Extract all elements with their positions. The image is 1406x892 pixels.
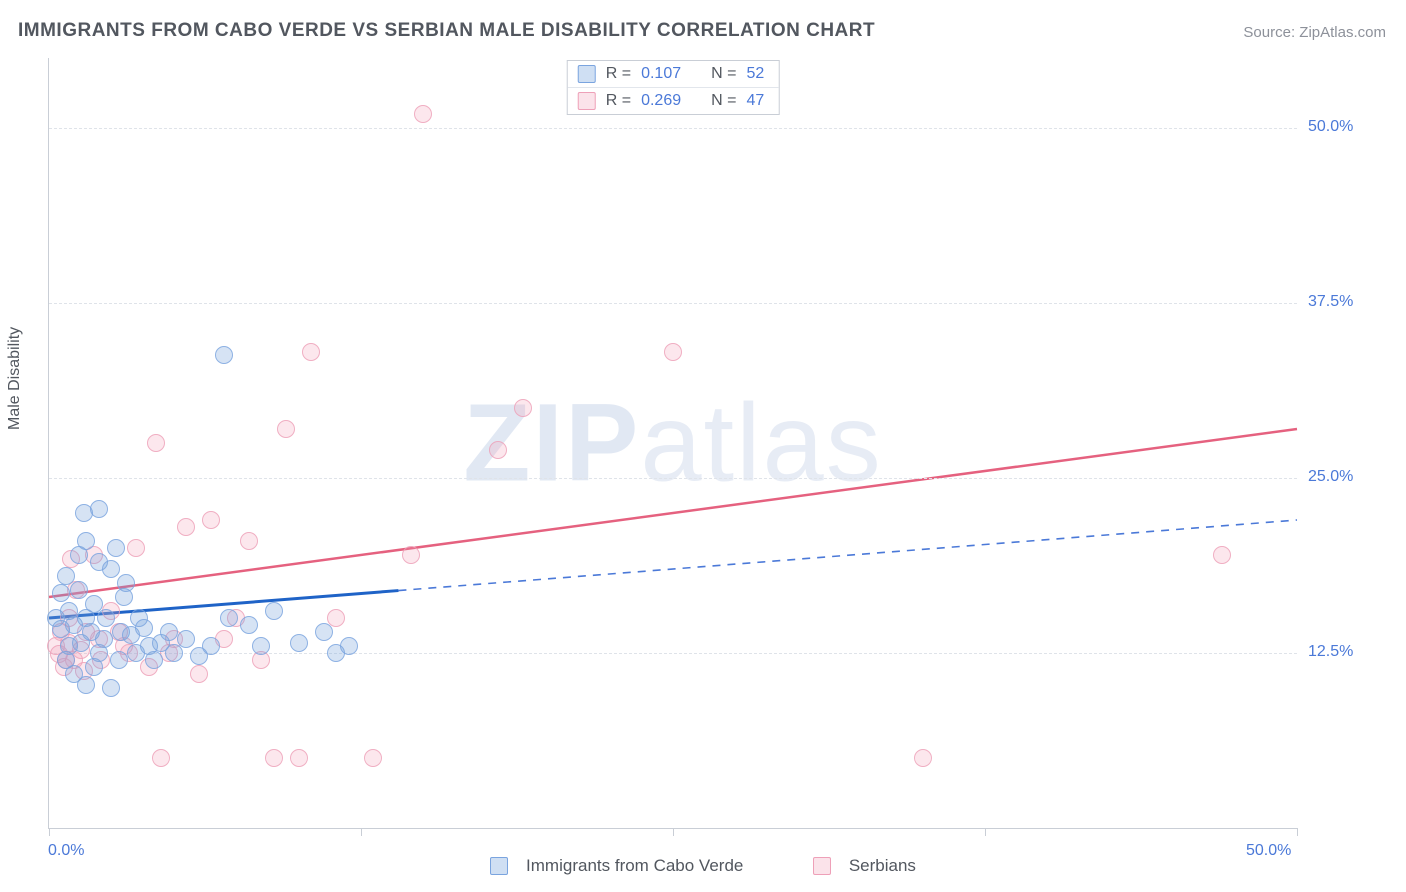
series-label: Immigrants from Cabo Verde (526, 856, 743, 875)
trend-line (49, 429, 1297, 597)
data-point (77, 676, 95, 694)
x-tick (361, 828, 362, 836)
data-point (290, 749, 308, 767)
scatter-plot-area: ZIPatlas R = 0.107 N = 52 R = 0.269 N = … (48, 58, 1297, 829)
data-point (240, 616, 258, 634)
data-point (220, 609, 238, 627)
data-point (277, 420, 295, 438)
gridline (49, 653, 1297, 654)
y-tick-label: 50.0% (1308, 118, 1353, 136)
data-point (202, 637, 220, 655)
data-point (514, 399, 532, 417)
data-point (90, 500, 108, 518)
trend-lines-layer (49, 58, 1297, 828)
r-value: 0.107 (641, 65, 681, 83)
gridline (49, 303, 1297, 304)
n-label: N = (711, 65, 736, 83)
correlation-legend: R = 0.107 N = 52 R = 0.269 N = 47 (567, 60, 780, 115)
data-point (265, 749, 283, 767)
data-point (914, 749, 932, 767)
x-tick (49, 828, 50, 836)
data-point (402, 546, 420, 564)
data-point (215, 346, 233, 364)
swatch-icon (578, 65, 596, 83)
y-tick-label: 25.0% (1308, 468, 1353, 486)
data-point (77, 532, 95, 550)
series-label: Serbians (849, 856, 916, 875)
data-point (202, 511, 220, 529)
legend-row: R = 0.269 N = 47 (568, 87, 779, 114)
n-value: 47 (746, 92, 764, 110)
x-tick (1297, 828, 1298, 836)
gridline (49, 478, 1297, 479)
source-prefix: Source: (1243, 24, 1299, 41)
data-point (265, 602, 283, 620)
source-name: ZipAtlas.com (1299, 24, 1386, 41)
data-point (52, 584, 70, 602)
data-point (135, 619, 153, 637)
n-label: N = (711, 92, 736, 110)
data-point (102, 679, 120, 697)
data-point (165, 644, 183, 662)
data-point (177, 518, 195, 536)
data-point (190, 665, 208, 683)
data-point (95, 630, 113, 648)
swatch-icon (578, 92, 596, 110)
gridline (49, 128, 1297, 129)
x-tick-label: 0.0% (48, 842, 84, 860)
data-point (117, 574, 135, 592)
x-tick (673, 828, 674, 836)
legend-row: R = 0.107 N = 52 (568, 61, 779, 87)
data-point (70, 581, 88, 599)
data-point (97, 609, 115, 627)
data-point (240, 532, 258, 550)
y-tick-label: 12.5% (1308, 643, 1353, 661)
data-point (127, 539, 145, 557)
data-point (107, 539, 125, 557)
swatch-icon (813, 857, 831, 875)
data-point (1213, 546, 1231, 564)
chart-title: IMMIGRANTS FROM CABO VERDE VS SERBIAN MA… (18, 20, 875, 42)
x-tick (985, 828, 986, 836)
data-point (152, 749, 170, 767)
data-point (177, 630, 195, 648)
data-point (290, 634, 308, 652)
data-point (315, 623, 333, 641)
data-point (364, 749, 382, 767)
source-attribution: Source: ZipAtlas.com (1243, 24, 1386, 41)
r-value: 0.269 (641, 92, 681, 110)
swatch-icon (490, 857, 508, 875)
n-value: 52 (746, 65, 764, 83)
series-legend: Immigrants from Cabo Verde Serbians (0, 855, 1406, 876)
data-point (145, 651, 163, 669)
data-point (414, 105, 432, 123)
data-point (102, 560, 120, 578)
r-label: R = (606, 65, 631, 83)
r-label: R = (606, 92, 631, 110)
data-point (110, 651, 128, 669)
data-point (252, 637, 270, 655)
x-tick-label: 50.0% (1246, 842, 1291, 860)
data-point (489, 441, 507, 459)
data-point (302, 343, 320, 361)
data-point (160, 623, 178, 641)
data-point (340, 637, 358, 655)
y-axis-label: Male Disability (6, 327, 24, 430)
data-point (664, 343, 682, 361)
data-point (147, 434, 165, 452)
data-point (327, 609, 345, 627)
y-tick-label: 37.5% (1308, 293, 1353, 311)
